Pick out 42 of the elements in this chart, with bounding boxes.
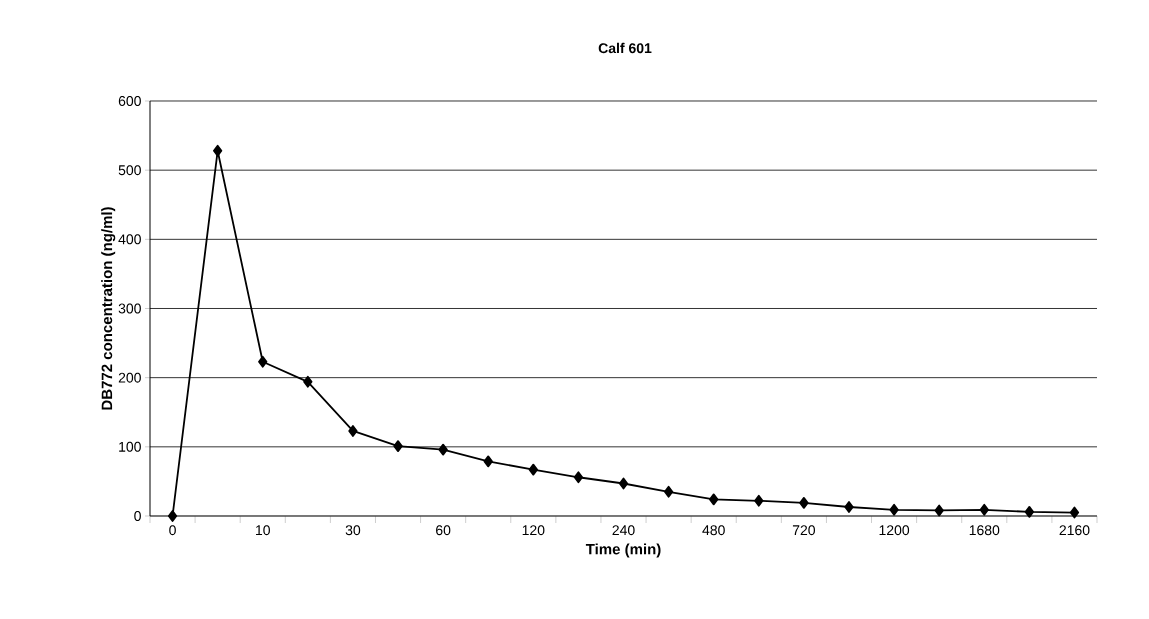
point <box>934 504 944 517</box>
point <box>438 443 448 456</box>
x-tick-label: 1680 <box>969 525 1000 536</box>
y-axis-title: DB772 concentration (ng/ml) <box>101 207 116 410</box>
x-tick-label: 480 <box>702 525 725 536</box>
point <box>1069 506 1080 519</box>
y-tick-label: 200 <box>118 372 141 383</box>
point <box>709 493 719 506</box>
x-tick-label: 720 <box>792 525 816 536</box>
point <box>303 375 313 388</box>
point <box>979 503 989 516</box>
point <box>167 510 178 522</box>
point <box>528 463 538 476</box>
y-tick-label: 100 <box>119 441 141 452</box>
point <box>213 144 223 157</box>
point <box>889 503 899 516</box>
y-tick-label: 500 <box>118 165 141 176</box>
chart-title: Calf 601 <box>598 42 652 54</box>
y-tick-label: 600 <box>118 96 141 106</box>
point <box>663 485 674 498</box>
y-tick-label: 400 <box>118 234 141 245</box>
x-tick-label: 240 <box>612 525 635 536</box>
point <box>573 471 584 484</box>
x-tick-label: 60 <box>436 525 451 536</box>
x-tick-label: 0 <box>169 525 176 536</box>
point <box>393 440 403 453</box>
x-tick-label: 2160 <box>1059 525 1090 536</box>
point <box>348 425 358 437</box>
point <box>754 494 764 507</box>
point <box>799 496 809 509</box>
x-tick-label: 30 <box>345 525 361 536</box>
point <box>258 355 268 368</box>
y-tick-label: 300 <box>118 303 141 314</box>
x-tick-label: 120 <box>522 525 545 536</box>
y-tick-label: 0 <box>134 511 141 521</box>
point <box>618 477 629 490</box>
x-tick-label: 10 <box>256 525 270 536</box>
point <box>1024 505 1035 518</box>
x-tick-label: 1200 <box>879 525 910 536</box>
point <box>483 455 493 468</box>
x-axis-title: Time (min) <box>585 543 661 558</box>
point <box>844 501 854 513</box>
